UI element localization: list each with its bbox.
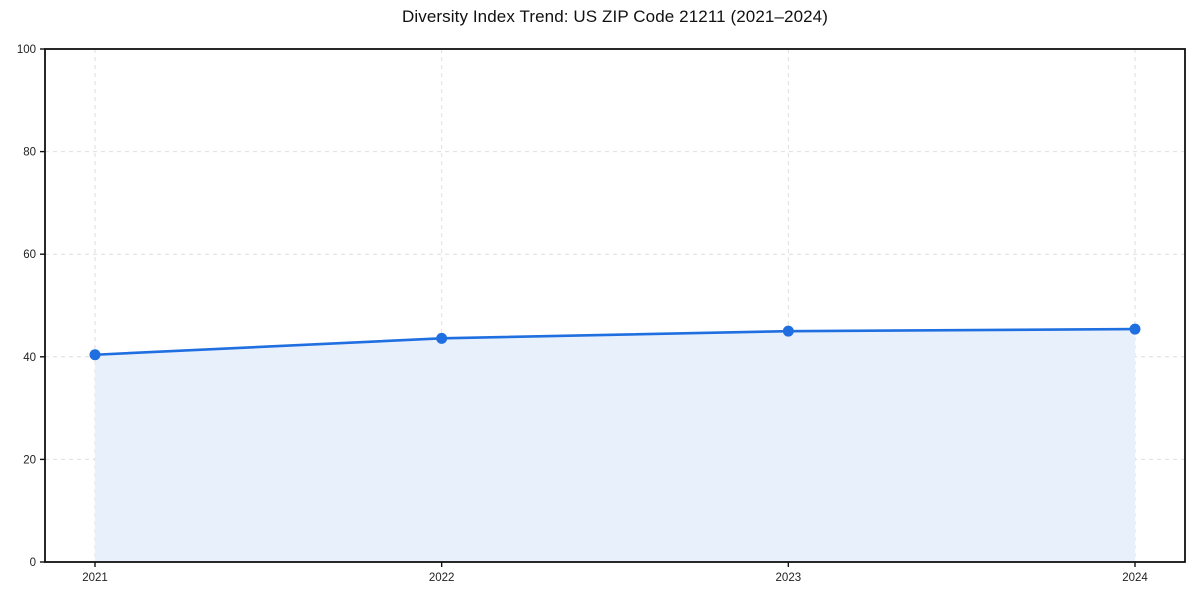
x-tick-label: 2023 [776, 572, 802, 584]
data-point-2021 [89, 349, 101, 361]
area-fill [95, 329, 1135, 562]
chart-title: Diversity Index Trend: US ZIP Code 21211… [401, 7, 829, 26]
data-point-2023 [782, 325, 794, 337]
x-tick-label: 2024 [1122, 572, 1148, 584]
y-tick-label: 40 [23, 352, 36, 364]
plot-border [44, 48, 1186, 563]
x-tick-label: 2021 [82, 572, 108, 584]
y-tick-label: 60 [23, 249, 36, 261]
y-tick-label: 20 [23, 454, 36, 466]
trend-line [94, 327, 1136, 357]
y-tick-label: 100 [17, 44, 36, 56]
data-point-2022 [436, 332, 448, 344]
x-tick-label: 2022 [429, 572, 455, 584]
data-point-2024 [1129, 323, 1141, 335]
y-tick-label: 0 [30, 557, 36, 569]
y-tick-label: 80 [23, 147, 36, 159]
